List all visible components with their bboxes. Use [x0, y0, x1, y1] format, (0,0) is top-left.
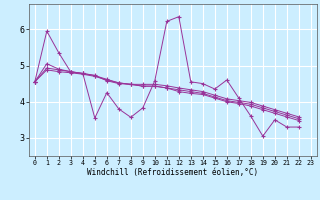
X-axis label: Windchill (Refroidissement éolien,°C): Windchill (Refroidissement éolien,°C)	[87, 168, 258, 177]
